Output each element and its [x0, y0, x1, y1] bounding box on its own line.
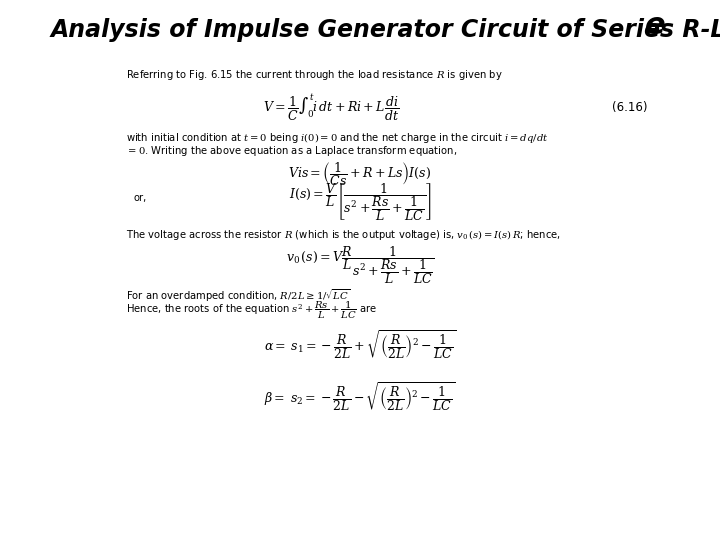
Text: or,: or, [133, 193, 146, 202]
Text: $= 0$. Writing the above equation as a Laplace transform equation,: $= 0$. Writing the above equation as a L… [126, 144, 457, 158]
Text: $\alpha =\; s_1 = -\dfrac{R}{2L} + \sqrt{\left(\dfrac{R}{2L}\right)^{2} - \dfrac: $\alpha =\; s_1 = -\dfrac{R}{2L} + \sqrt… [264, 328, 456, 361]
Text: e: e [644, 11, 665, 40]
Text: Analysis of Impulse Generator Circuit of Series R-L-C Typ: Analysis of Impulse Generator Circuit of… [50, 18, 720, 42]
Text: (6.16): (6.16) [612, 102, 648, 114]
Text: $Vis = \left(\dfrac{1}{Cs} + R + Ls\right)I(s)$: $Vis = \left(\dfrac{1}{Cs} + R + Ls\righ… [289, 160, 431, 188]
Text: Referring to Fig. 6.15 the current through the load resistance $R$ is given by: Referring to Fig. 6.15 the current throu… [126, 68, 503, 82]
Text: $v_0\,(s) = V\dfrac{R}{L}\dfrac{1}{s^2 + \dfrac{Rs}{L} + \dfrac{1}{LC}}$: $v_0\,(s) = V\dfrac{R}{L}\dfrac{1}{s^2 +… [286, 244, 434, 286]
Text: $V = \dfrac{1}{C}\int_0^t i\,dt + Ri + L\dfrac{di}{dt}$: $V = \dfrac{1}{C}\int_0^t i\,dt + Ri + L… [263, 93, 400, 123]
Text: $I(s) = \dfrac{V}{L}\left[\dfrac{1}{s^2 + \dfrac{Rs}{L} + \dfrac{1}{LC}}\right]$: $I(s) = \dfrac{V}{L}\left[\dfrac{1}{s^2 … [289, 181, 431, 223]
Text: with initial condition at $t = 0$ being $i(0) = 0$ and the net charge in the cir: with initial condition at $t = 0$ being … [126, 131, 549, 145]
Text: For an overdamped condition, $R/2L \geq 1/\sqrt{LC}$: For an overdamped condition, $R/2L \geq … [126, 288, 350, 304]
Text: Hence, the roots of the equation $s^2 + \dfrac{Rs}{L} + \dfrac{1}{LC}$ are: Hence, the roots of the equation $s^2 + … [126, 300, 377, 321]
Text: $\beta =\; s_2 = -\dfrac{R}{2L} - \sqrt{\left(\dfrac{R}{2L}\right)^{2} - \dfrac{: $\beta =\; s_2 = -\dfrac{R}{2L} - \sqrt{… [264, 381, 456, 413]
Text: The voltage across the resistor $R$ (which is the output voltage) is, $v_0\,(s) : The voltage across the resistor $R$ (whi… [126, 228, 561, 242]
